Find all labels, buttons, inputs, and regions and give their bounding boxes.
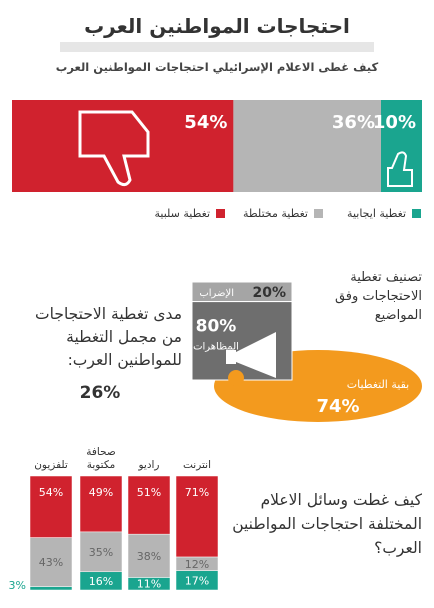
legend-swatch bbox=[412, 209, 421, 218]
legend-swatch bbox=[314, 209, 323, 218]
bar-segment bbox=[175, 475, 219, 558]
topic-value: 80% bbox=[196, 317, 237, 337]
value-label: 35% bbox=[89, 546, 113, 559]
value-label: 49% bbox=[89, 486, 113, 499]
bar-segment bbox=[29, 475, 73, 538]
rest-label: بقية التغطيات bbox=[347, 378, 409, 391]
value-label: 38% bbox=[137, 550, 161, 563]
legend-label: تغطية ايجابية bbox=[347, 207, 406, 220]
category-label: انترنت bbox=[182, 459, 212, 471]
bar-segment bbox=[29, 537, 73, 587]
value-label: 43% bbox=[39, 556, 63, 569]
title-band bbox=[60, 42, 374, 52]
megaphone-icon bbox=[226, 332, 276, 378]
media-title: كيف غطت وسائل الاعلام المختلفة احتجاجات … bbox=[232, 491, 422, 557]
megaphone-hand bbox=[228, 370, 244, 386]
value-label: 12% bbox=[185, 558, 209, 571]
value-label: 51% bbox=[137, 486, 161, 499]
topic-label: المظاهرات bbox=[193, 342, 239, 353]
bar-segment bbox=[29, 586, 73, 591]
title: احتجاجات المواطنين العرب bbox=[84, 14, 350, 38]
value-label: 54% bbox=[39, 486, 63, 499]
value-label: 54% bbox=[184, 112, 227, 133]
value-label: 71% bbox=[185, 486, 209, 499]
bar-segment bbox=[233, 100, 381, 192]
bar-segment bbox=[79, 475, 123, 533]
category-label: راديو bbox=[138, 459, 160, 471]
bar-segment bbox=[79, 531, 123, 573]
value-label: 3% bbox=[9, 579, 26, 592]
subtitle: كيف غطى الاعلام الإسرائيلي احتجاجات المو… bbox=[55, 60, 379, 74]
value-label: 36% bbox=[332, 112, 375, 133]
rest-value: 74% bbox=[316, 396, 359, 417]
bar-segment bbox=[12, 100, 234, 192]
value-label: 16% bbox=[89, 575, 113, 588]
legend-swatch bbox=[216, 209, 225, 218]
share-value: 26% bbox=[80, 383, 121, 403]
topics-title: تصنيف تغطية الاحتجاجات وفق المواضيع bbox=[334, 270, 422, 323]
thumb-down-icon bbox=[78, 110, 150, 187]
thumb-up-icon bbox=[387, 151, 413, 187]
share-title: مدى تغطية الاحتجاجات من مجمل التغطية للم… bbox=[35, 305, 182, 369]
category-label: تلفزيون bbox=[34, 459, 68, 471]
legend-label: تغطية مختلطة bbox=[243, 207, 308, 220]
value-label: 11% bbox=[137, 578, 161, 591]
legend-label: تغطية سلبية bbox=[155, 207, 211, 220]
topic-value: 20% bbox=[252, 285, 286, 301]
value-label: 17% bbox=[185, 574, 209, 587]
value-label: 10% bbox=[373, 112, 416, 133]
bar-segment bbox=[127, 533, 171, 578]
bar-segment bbox=[127, 475, 171, 535]
topic-label: الإضراب bbox=[199, 288, 234, 299]
category-label: صحافة مكتوبة bbox=[86, 446, 116, 471]
